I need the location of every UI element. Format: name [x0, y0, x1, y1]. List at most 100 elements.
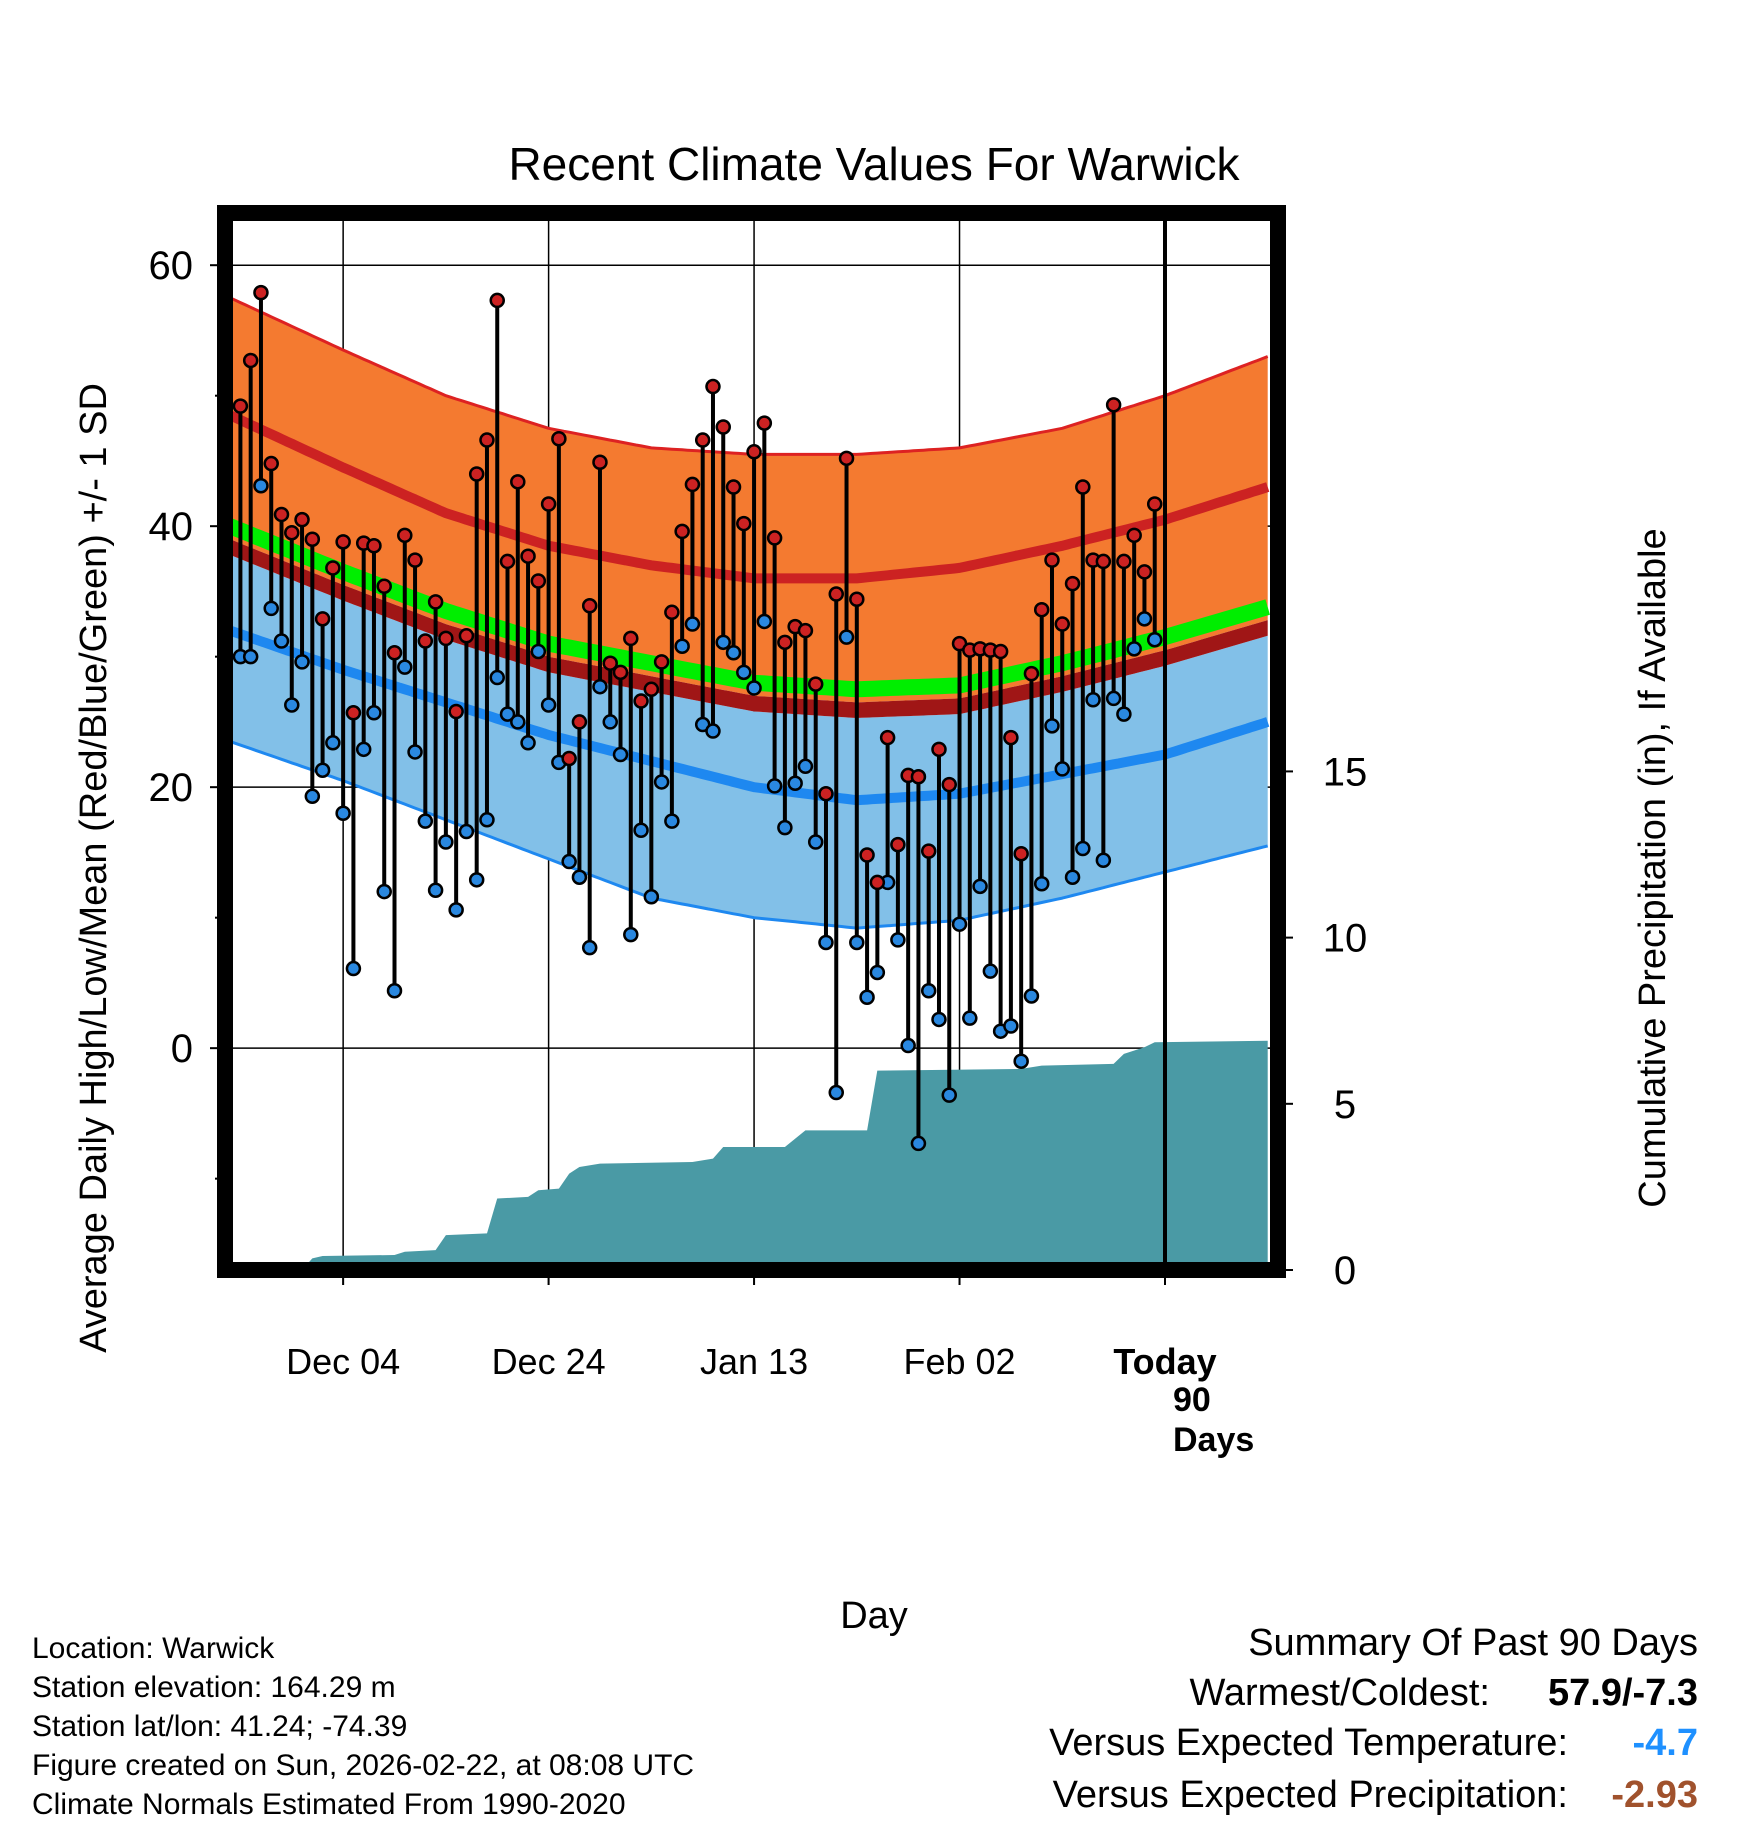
overlap-band — [230, 539, 1268, 718]
temp-label: Versus Expected Temperature: — [1049, 1722, 1568, 1764]
warmest-label: Warmest/Coldest: — [1189, 1672, 1490, 1714]
daily-low-point — [931, 1011, 947, 1028]
daily-high-point — [1054, 616, 1071, 632]
y2-axis-label: Cumulative Precipitation (in), If Availa… — [1632, 528, 1674, 1207]
daily-low-point — [1033, 875, 1050, 892]
daily-high-point — [1116, 553, 1132, 570]
y2-tick-label: 15 — [1323, 750, 1368, 794]
daily-high-point — [890, 836, 906, 853]
daily-low-point — [623, 926, 639, 943]
daily-high-point — [1105, 397, 1122, 413]
daily-high-point — [551, 431, 567, 447]
daily-high-point — [314, 611, 331, 627]
daily-low-point — [468, 872, 485, 888]
daily-low-point — [458, 823, 475, 840]
plot-border — [217, 205, 1286, 1278]
daily-low-point — [397, 659, 413, 675]
daily-high-point — [725, 479, 742, 495]
daily-high-point — [284, 524, 300, 541]
daily-low-point — [540, 697, 557, 713]
daily-low-point — [345, 960, 362, 977]
daily-low-point — [982, 963, 999, 979]
summary-title: Summary Of Past 90 Days — [1248, 1622, 1698, 1664]
y-tick-label: 60 — [149, 244, 194, 288]
daily-low-point — [242, 648, 259, 665]
axes: 0 20 40 60 0 5 10 15 Dec 04 Dec 24 Jan 13 Feb 02 Tod… — [149, 244, 1368, 1382]
daily-low-point — [766, 778, 783, 794]
normals-text: Climate Normals Estimated From 1990-2020 — [32, 1788, 626, 1821]
location-text: Location: Warwick — [32, 1632, 275, 1665]
daily-high-point — [232, 398, 249, 414]
daily-high-point — [879, 729, 896, 746]
daily-low-point — [1116, 706, 1132, 722]
daily-low-point — [849, 934, 865, 951]
daily-low-point — [592, 678, 608, 695]
daily-high-point — [376, 578, 392, 594]
daily-low-point — [438, 834, 454, 850]
x-axis-label: Day — [840, 1595, 908, 1637]
daily-low-point — [325, 735, 341, 751]
high-sd-band — [230, 297, 1268, 703]
daily-low-point — [715, 634, 731, 651]
precipitation-area — [230, 1040, 1268, 1270]
normal-bands — [227, 296, 1271, 930]
daily-high-point — [859, 847, 875, 863]
daily-high-point — [797, 622, 814, 639]
daily-high-point — [602, 655, 618, 671]
daily-low-point — [869, 964, 886, 981]
daily-low-point — [273, 633, 290, 649]
normal-high-line — [228, 410, 1270, 584]
daily-low-point — [972, 878, 988, 895]
low-sd-lower-edge — [229, 740, 1269, 930]
daily-high-point — [479, 432, 495, 448]
daily-high-point — [1023, 665, 1040, 682]
daily-low-point — [294, 654, 310, 670]
daily-range-stems — [238, 292, 1157, 1144]
y-axis-label: Average Daily High/Low/Mean (Red/Blue/Gr… — [73, 383, 115, 1353]
daily-low-point — [335, 805, 351, 822]
daily-low-point — [479, 812, 495, 828]
daily-points — [232, 284, 1163, 1152]
daily-high-point — [1136, 564, 1153, 580]
daily-low-point — [838, 629, 855, 645]
daily-high-point — [777, 634, 793, 651]
daily-high-point — [407, 552, 423, 568]
daily-low-point — [900, 1037, 916, 1054]
x-tick-label: Feb 02 — [903, 1341, 1015, 1382]
daily-low-point — [941, 1087, 958, 1103]
daily-low-point — [797, 758, 814, 775]
daily-high-point — [818, 785, 834, 802]
daily-low-point — [890, 932, 906, 948]
daily-low-point — [725, 645, 742, 661]
daily-high-point — [941, 776, 958, 793]
daily-high-point — [366, 538, 382, 554]
daily-low-point — [366, 705, 382, 721]
daily-high-point — [304, 531, 321, 547]
y-tick-label: 0 — [171, 1027, 193, 1071]
daily-low-point — [1136, 611, 1153, 627]
daily-high-point — [869, 874, 886, 891]
daily-high-point — [242, 352, 259, 369]
daily-low-point — [1085, 691, 1101, 708]
daily-low-point — [787, 775, 803, 792]
daily-high-point — [1013, 845, 1029, 862]
daily-low-point — [520, 735, 536, 751]
daily-low-point — [355, 741, 372, 758]
daily-high-point — [273, 506, 290, 523]
daily-low-point — [1044, 718, 1060, 734]
daily-low-point — [427, 882, 444, 899]
daily-low-point — [1003, 1018, 1019, 1034]
y2-tick-label: 0 — [1334, 1249, 1356, 1293]
precip-value: -2.93 — [1611, 1774, 1698, 1816]
daily-low-point — [314, 762, 331, 778]
plot-frame — [217, 205, 1286, 1278]
daily-low-point — [684, 616, 701, 632]
low-sd-band — [230, 554, 1268, 929]
daily-low-point — [304, 788, 321, 805]
daily-low-point — [510, 714, 526, 730]
y2-tick-label: 10 — [1323, 917, 1368, 961]
daily-low-point — [1105, 690, 1122, 707]
daily-high-point — [766, 530, 783, 546]
daily-high-point — [612, 664, 629, 681]
daily-low-point — [1095, 852, 1112, 868]
